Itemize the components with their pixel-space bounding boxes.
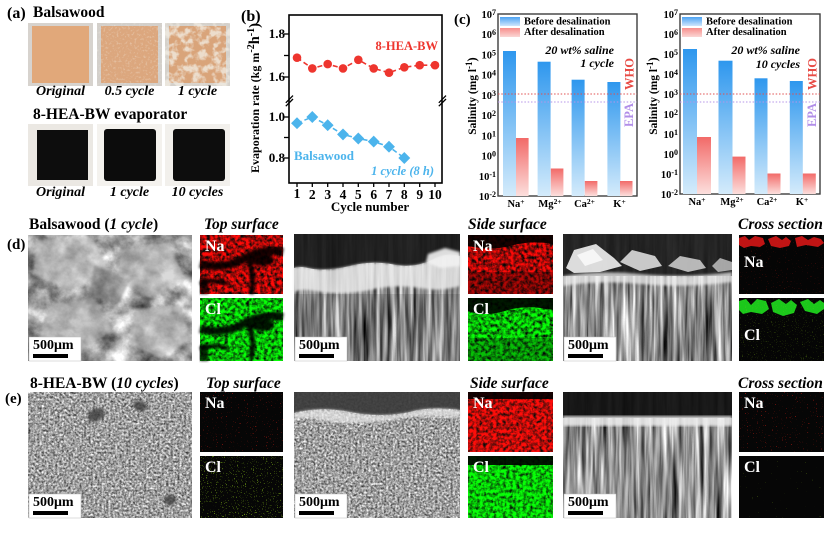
svg-text:1 cycle (8 h): 1 cycle (8 h) — [371, 164, 434, 178]
svg-text:102: 102 — [664, 108, 679, 121]
svg-text:EPA: EPA — [805, 103, 819, 127]
svg-text:Na: Na — [205, 238, 225, 255]
svg-text:103: 103 — [664, 88, 679, 101]
svg-text:Balsawood: Balsawood — [294, 148, 355, 163]
svg-text:107: 107 — [482, 8, 497, 21]
svg-text:Ca2+: Ca2+ — [757, 195, 778, 208]
svg-text:1: 1 — [294, 186, 301, 201]
svg-text:Before desalination: Before desalination — [706, 17, 793, 28]
svg-text:K+: K+ — [613, 197, 625, 210]
svg-text:Cl: Cl — [473, 459, 490, 476]
svg-text:Na+: Na+ — [688, 195, 705, 208]
svg-text:7: 7 — [386, 187, 393, 202]
svg-text:Top surface: Top surface — [204, 216, 279, 233]
svg-text:Evaporation rate (kg m-2h-1): Evaporation rate (kg m-2h-1) — [246, 23, 263, 173]
svg-text:5: 5 — [355, 187, 362, 202]
svg-text:Mg2+: Mg2+ — [720, 195, 743, 208]
svg-text:Before desalination: Before desalination — [524, 17, 611, 28]
svg-text:Na: Na — [473, 238, 493, 255]
svg-text:1.8: 1.8 — [269, 26, 286, 41]
svg-text:8-HEA-BW (10 cycles): 8-HEA-BW (10 cycles) — [30, 375, 179, 392]
svg-text:WHO: WHO — [806, 58, 820, 90]
svg-text:Salinity (mg l-1): Salinity (mg l-1) — [645, 57, 660, 134]
svg-text:Salinity (mg l-1): Salinity (mg l-1) — [464, 57, 479, 134]
svg-text:Cl: Cl — [473, 301, 490, 318]
svg-text:Cross section: Cross section — [738, 375, 823, 392]
svg-text:(d): (d) — [7, 237, 25, 253]
svg-text:500μm: 500μm — [568, 495, 609, 510]
svg-text:10-2: 10-2 — [661, 188, 678, 201]
svg-text:8-HEA-BW: 8-HEA-BW — [376, 39, 439, 53]
svg-text:WHO: WHO — [623, 58, 637, 90]
svg-text:20 wt% saline: 20 wt% saline — [730, 43, 800, 57]
svg-text:(b): (b) — [241, 8, 261, 25]
svg-text:500μm: 500μm — [568, 338, 609, 353]
svg-text:100: 100 — [664, 148, 679, 161]
svg-text:Na: Na — [744, 395, 764, 412]
svg-text:3: 3 — [324, 187, 331, 202]
svg-text:1.0: 1.0 — [269, 109, 285, 124]
svg-text:4: 4 — [340, 187, 347, 202]
svg-text:Cl: Cl — [744, 459, 761, 476]
svg-text:101: 101 — [482, 129, 497, 142]
svg-text:Top surface: Top surface — [206, 375, 281, 392]
svg-text:102: 102 — [482, 109, 497, 122]
svg-text:101: 101 — [664, 128, 679, 141]
svg-text:(e): (e) — [5, 391, 22, 407]
svg-text:104: 104 — [664, 68, 679, 81]
svg-text:K+: K+ — [796, 195, 808, 208]
svg-text:Cl: Cl — [744, 327, 761, 344]
svg-text:Cl: Cl — [205, 301, 222, 318]
svg-text:Balsawood (1 cycle): Balsawood (1 cycle) — [29, 216, 158, 233]
svg-text:(c): (c) — [454, 12, 471, 28]
svg-text:Cl: Cl — [205, 459, 222, 476]
svg-text:10-1: 10-1 — [661, 168, 678, 181]
svg-text:1.6: 1.6 — [269, 69, 286, 84]
svg-text:105: 105 — [664, 48, 679, 61]
svg-text:500μm: 500μm — [299, 338, 340, 353]
svg-text:105: 105 — [482, 48, 497, 61]
svg-text:2: 2 — [309, 187, 316, 202]
svg-text:Mg2+: Mg2+ — [538, 197, 561, 210]
svg-text:106: 106 — [664, 28, 679, 41]
svg-text:107: 107 — [664, 8, 679, 21]
svg-text:0.8: 0.8 — [269, 150, 286, 165]
svg-text:Cross section: Cross section — [738, 216, 823, 233]
svg-text:500μm: 500μm — [299, 495, 340, 510]
svg-text:EPA: EPA — [622, 103, 636, 127]
svg-text:Na+: Na+ — [507, 197, 524, 210]
svg-text:10 cycles: 10 cycles — [756, 57, 801, 71]
svg-text:104: 104 — [482, 69, 497, 82]
svg-text:103: 103 — [482, 89, 497, 102]
svg-text:9: 9 — [416, 187, 423, 202]
svg-text:Ca2+: Ca2+ — [574, 197, 595, 210]
svg-text:Side surface: Side surface — [470, 375, 549, 392]
svg-text:10-1: 10-1 — [479, 170, 496, 183]
svg-text:500μm: 500μm — [33, 495, 74, 510]
svg-text:Na: Na — [744, 254, 764, 271]
svg-text:100: 100 — [482, 150, 497, 163]
svg-text:20 wt% saline: 20 wt% saline — [544, 43, 614, 57]
svg-text:Cycle number: Cycle number — [331, 199, 410, 214]
svg-text:Side surface: Side surface — [468, 216, 547, 233]
svg-text:After desalination: After desalination — [524, 27, 605, 38]
svg-text:10-2: 10-2 — [479, 190, 496, 203]
svg-text:After desalination: After desalination — [706, 27, 787, 38]
svg-text:10: 10 — [428, 187, 442, 202]
svg-text:500μm: 500μm — [33, 338, 74, 353]
svg-text:8: 8 — [401, 187, 408, 202]
svg-text:1 cycle: 1 cycle — [580, 56, 614, 70]
svg-text:Na: Na — [205, 395, 225, 412]
svg-text:6: 6 — [370, 187, 377, 202]
svg-text:106: 106 — [482, 28, 497, 41]
svg-text:Na: Na — [473, 395, 493, 412]
